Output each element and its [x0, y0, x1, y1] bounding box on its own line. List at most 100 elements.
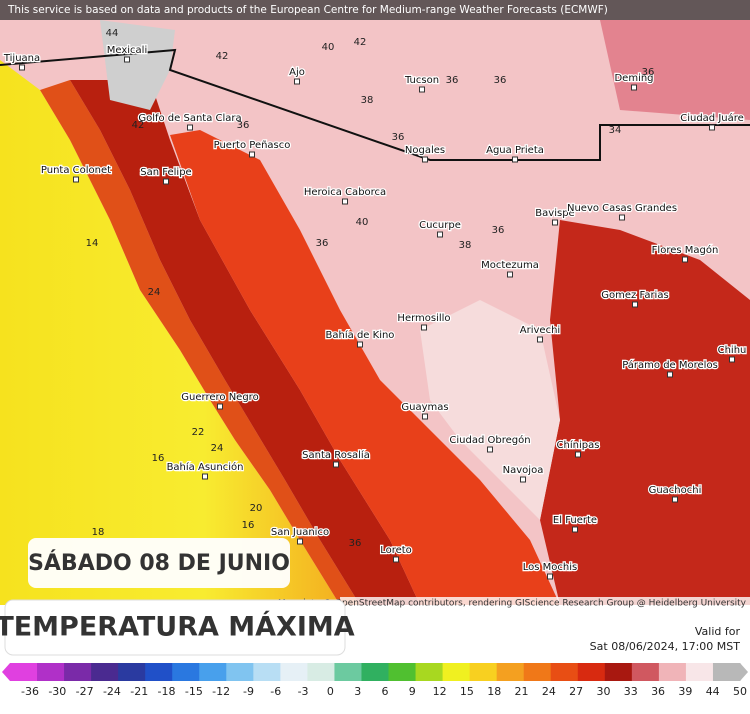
place-marker	[342, 198, 348, 205]
sierra-warm	[540, 220, 750, 605]
place-label: Agua Prieta	[486, 145, 544, 156]
place-marker	[422, 156, 428, 163]
contour-label: 36	[316, 238, 329, 249]
contour-label: 34	[609, 125, 622, 136]
place-label: Ciudad Juáre	[680, 112, 744, 124]
contour-label: 36	[349, 538, 362, 549]
place-marker	[729, 356, 735, 363]
colorbar-tick: -24	[103, 685, 121, 698]
place-label: Santa Rosalía	[302, 449, 370, 461]
place-marker	[421, 324, 427, 331]
place-marker	[487, 446, 493, 453]
place-label: Guachochi	[649, 485, 702, 496]
place-marker	[357, 341, 363, 348]
peninsula	[70, 80, 420, 605]
colorbar-tick: 12	[433, 685, 447, 698]
nm-warm	[600, 20, 750, 120]
place-marker	[632, 301, 638, 308]
sonora-cool	[420, 300, 560, 520]
place-marker	[202, 473, 208, 480]
place-label: Nuevo Casas Grandes	[567, 203, 677, 214]
place-label: Flores Magón	[652, 244, 719, 256]
colorbar-tick: -18	[158, 685, 176, 698]
place-label: Punta Colonet	[41, 165, 111, 176]
valid-label: Valid for	[695, 625, 741, 638]
place-label: Heroica Caborca	[304, 187, 386, 198]
contour-label: 42	[132, 120, 145, 131]
place-marker	[163, 178, 169, 185]
colorbar-tick: -36	[21, 685, 39, 698]
colorbar-swatch	[415, 663, 444, 681]
colorbar-tick: 15	[460, 685, 474, 698]
colorbar-swatch	[37, 663, 65, 681]
colorbar-swatch	[361, 663, 390, 681]
place-label: El Fuerte	[553, 515, 597, 526]
contour-label: 16	[242, 520, 255, 531]
contour-label: 36	[392, 132, 405, 143]
attribution: Map data © OpenStreetMap contributors, r…	[278, 599, 747, 609]
contour-label: 20	[250, 503, 263, 514]
colorbar-tick: 18	[487, 685, 501, 698]
place-marker	[709, 124, 715, 131]
place-label: Deming	[614, 73, 653, 84]
place-label: Gomez Farias	[601, 290, 668, 301]
colorbar-swatch	[253, 663, 281, 681]
contour-label: 38	[459, 240, 472, 251]
place-label: Chínipas	[557, 439, 600, 451]
colorbar-tick: -9	[243, 685, 254, 698]
place-label: Tijuana	[3, 53, 40, 64]
colorbar-swatch	[10, 663, 38, 681]
place-marker	[672, 496, 678, 503]
place-marker	[124, 56, 130, 63]
colorbar-swatch	[388, 663, 417, 681]
place-label: Ciudad Obregón	[449, 434, 530, 446]
place-label: Los Mochis	[523, 562, 577, 573]
place-label: Guerrero Negro	[181, 392, 258, 403]
place-label: Cucurpe	[419, 220, 461, 231]
coast-band	[40, 80, 360, 605]
place-label: Hermosillo	[397, 313, 450, 324]
colorbar-swatch	[469, 663, 498, 681]
contour-label: 42	[354, 37, 367, 48]
colorbar-end	[2, 663, 10, 681]
colorbar-swatch	[712, 663, 741, 681]
contour-label: 38	[361, 95, 374, 106]
place-marker	[512, 156, 518, 163]
place-marker	[294, 78, 300, 85]
colorbar-tick: 50	[733, 685, 747, 698]
title-box	[4, 599, 346, 656]
place-marker	[249, 151, 255, 158]
place-marker	[217, 403, 223, 410]
contour-label: 22	[192, 427, 205, 438]
colorbar-tick: 39	[678, 685, 692, 698]
colorbar-tick: 9	[409, 685, 416, 698]
place-marker	[547, 573, 553, 580]
colorbar-tick: -27	[76, 685, 94, 698]
date-box	[28, 538, 290, 588]
colorbar-tick: 24	[542, 685, 556, 698]
place-label: Tucson	[404, 75, 439, 86]
place-label: Páramo de Morelos	[622, 359, 718, 371]
colorbar-swatch	[334, 663, 362, 681]
contour-label: 16	[152, 453, 165, 464]
colorbar-swatch	[280, 663, 308, 681]
place-marker	[297, 538, 303, 545]
place-label: Bavispe	[535, 208, 574, 219]
place-marker	[552, 219, 558, 226]
place-marker	[73, 176, 79, 183]
colorbar-tick: 33	[624, 685, 638, 698]
place-marker	[419, 86, 425, 93]
place-label: Guaymas	[401, 402, 448, 413]
contour-label: 36	[494, 75, 507, 86]
colorbar-tick: 6	[382, 685, 389, 698]
place-marker	[575, 451, 581, 458]
colorbar-swatch	[307, 663, 335, 681]
place-label: Mexicali	[107, 45, 147, 56]
colorbar-tick: 0	[327, 685, 334, 698]
contour-label: 36	[642, 67, 655, 78]
colorbar-tick: 3	[354, 685, 361, 698]
place-label: Moctezuma	[481, 260, 539, 271]
colorbar-end	[740, 663, 748, 681]
